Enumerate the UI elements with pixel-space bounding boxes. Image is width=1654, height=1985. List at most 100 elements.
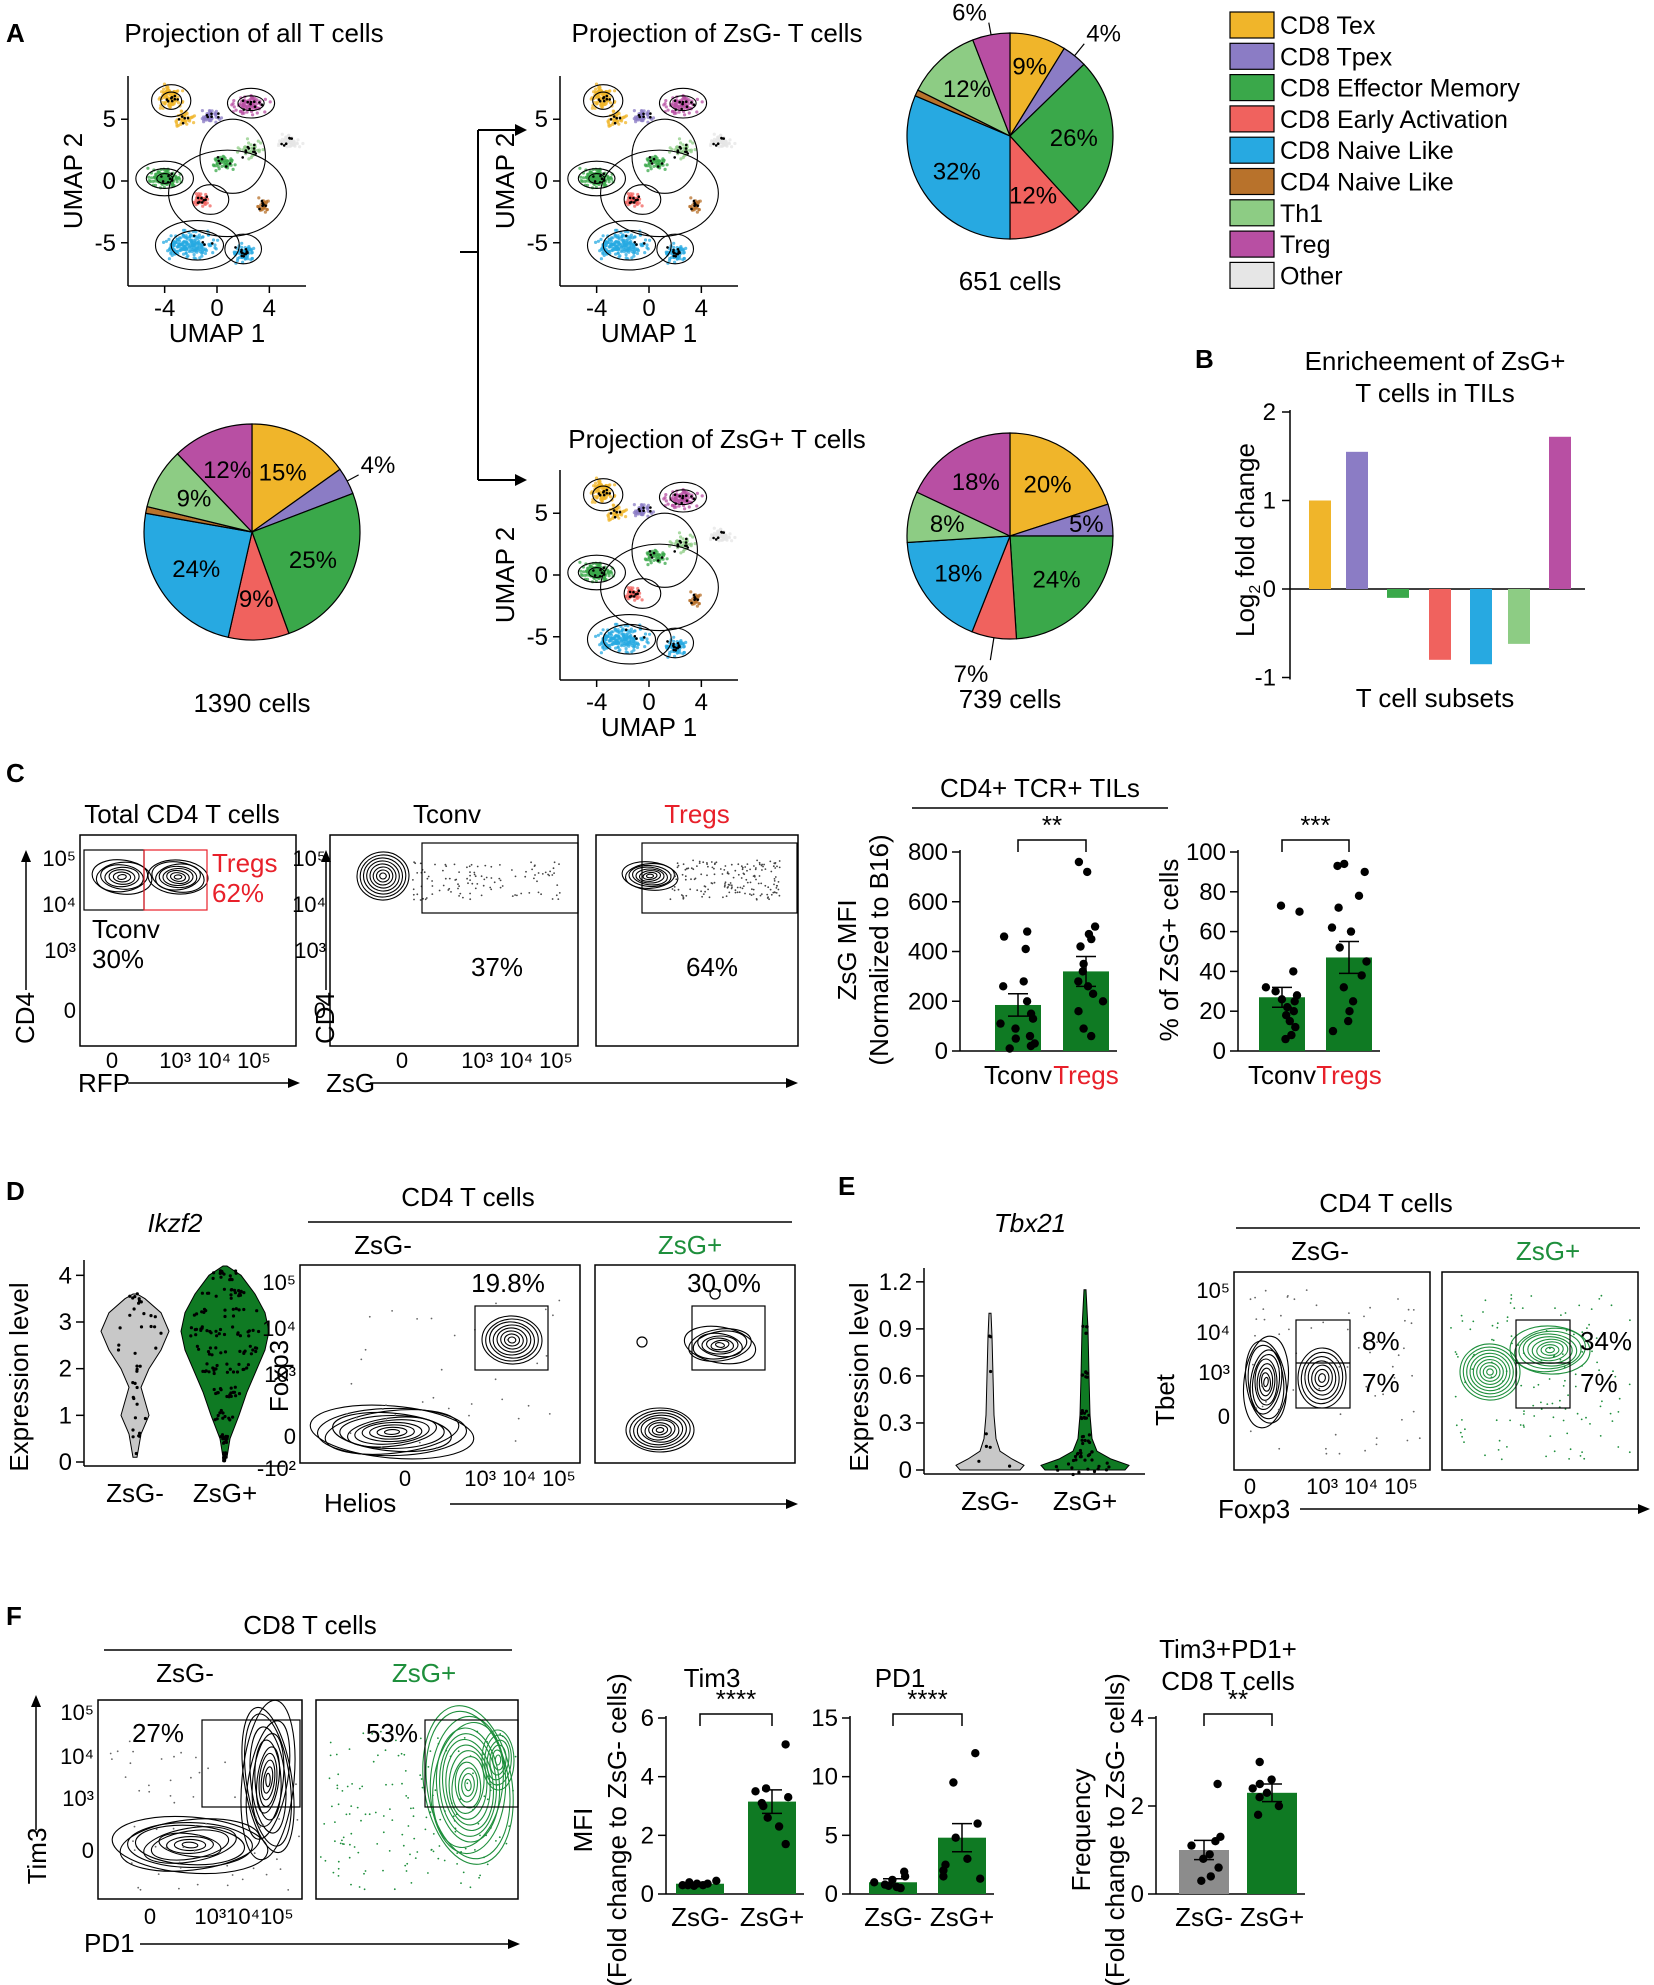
event-dot: [773, 880, 776, 882]
event-dot: [682, 897, 685, 900]
umap-sample-point: [202, 199, 206, 202]
event-dot: [774, 867, 777, 869]
event-dot: [1318, 1387, 1321, 1390]
violin-cell-dot: [222, 1287, 226, 1291]
event-dot: [505, 1842, 508, 1845]
event-dot: [495, 1840, 497, 1842]
event-dot: [1580, 1418, 1583, 1421]
event-dot: [778, 866, 781, 869]
event-dot: [265, 1873, 268, 1876]
umap-sample-point: [170, 99, 174, 103]
umap-point: [637, 595, 641, 599]
event-dot: [499, 1733, 502, 1735]
event-dot: [456, 1852, 459, 1854]
umap-point: [603, 244, 608, 248]
event-dot: [423, 871, 426, 874]
contour-ring: [642, 871, 658, 881]
umap-point: [200, 254, 204, 258]
event-dot: [767, 886, 770, 889]
umap-point: [208, 204, 212, 208]
contour-ring: [1518, 1330, 1582, 1370]
umap-contour: [154, 219, 240, 271]
umap-contour: [669, 95, 697, 112]
umap-point: [156, 170, 160, 174]
event-dot: [1609, 1412, 1612, 1415]
umap-sample-point: [692, 103, 696, 106]
umap-point: [655, 159, 659, 163]
event-dot: [732, 876, 735, 879]
violin-cell-dot: [135, 1364, 139, 1368]
umap-point: [194, 192, 198, 196]
umap-point: [662, 552, 666, 556]
umap-sample-point: [638, 509, 642, 513]
event-dot: [178, 1887, 180, 1890]
umap-sample-point: [672, 250, 675, 253]
legend-label: CD8 Early Activation: [1280, 106, 1508, 134]
umap-point: [632, 117, 636, 121]
umap-point: [590, 500, 595, 504]
umap-sample-point: [170, 97, 173, 100]
bar: [676, 1883, 724, 1894]
umap-sample-point: [252, 147, 256, 150]
event-dot: [1523, 1413, 1525, 1415]
violin-cell-dot: [212, 1271, 216, 1275]
contour-ring: [111, 1815, 269, 1875]
event-dot: [511, 869, 513, 871]
contour-ring: [1476, 1359, 1504, 1385]
umap-point: [640, 598, 644, 602]
event-dot: [685, 894, 688, 897]
umap-point: [657, 159, 661, 163]
data-point: [1019, 977, 1028, 986]
event-dot: [1411, 1374, 1413, 1377]
umap-sample-point: [602, 566, 606, 569]
contour-ring: [95, 861, 149, 893]
umap-sample-point: [674, 502, 678, 505]
umap-sample-point: [714, 144, 718, 147]
umap-point: [635, 248, 639, 252]
axis-zsg: ZsG: [326, 1068, 375, 1098]
umap-point: [651, 510, 656, 514]
umap-x-tick-label: -4: [154, 295, 175, 322]
event-dot: [1589, 1423, 1591, 1425]
event-dot: [744, 866, 747, 868]
umap-point: [201, 246, 205, 250]
d-flow-pos-title: ZsG+: [658, 1230, 722, 1260]
umap-sample-point: [241, 156, 244, 159]
umap-point: [673, 654, 677, 658]
umap-point: [670, 541, 674, 545]
umap-point: [607, 124, 611, 128]
violin-cell-dot: [237, 1362, 241, 1366]
d-pct-pos: 30.0%: [687, 1268, 761, 1298]
event-dot: [412, 1807, 415, 1809]
event-dot: [764, 884, 767, 887]
f-flow-neg-frame: [97, 1699, 303, 1900]
violin-cell-dot: [1086, 1454, 1090, 1458]
f-gate-pos: [424, 1719, 519, 1808]
umap-point: [192, 256, 196, 260]
umap-point: [640, 637, 644, 641]
event-dot: [445, 1749, 448, 1752]
umap-point: [626, 246, 630, 250]
contour-ring: [347, 1416, 437, 1448]
event-dot: [1628, 1451, 1631, 1454]
violin-cell-dot: [131, 1428, 135, 1432]
violin-cell-dot: [223, 1314, 227, 1319]
umap-point: [681, 143, 685, 147]
umap-point: [730, 145, 734, 149]
event-dot: [770, 870, 773, 873]
event-dot: [708, 896, 711, 899]
umap-point: [593, 495, 597, 499]
umap-point: [593, 101, 597, 105]
event-dot: [1549, 1435, 1552, 1437]
umap-sample-point: [282, 144, 286, 147]
event-dot: [400, 1752, 403, 1755]
contour-ring: [636, 1414, 684, 1446]
event-dot: [148, 1784, 150, 1787]
umap-point: [147, 175, 151, 179]
event-dot: [744, 892, 746, 895]
umap-point: [182, 252, 186, 256]
umap-point: [645, 243, 649, 247]
pie-slice: [916, 39, 1012, 138]
event-dot: [496, 1784, 499, 1786]
event-dot: [710, 861, 713, 863]
